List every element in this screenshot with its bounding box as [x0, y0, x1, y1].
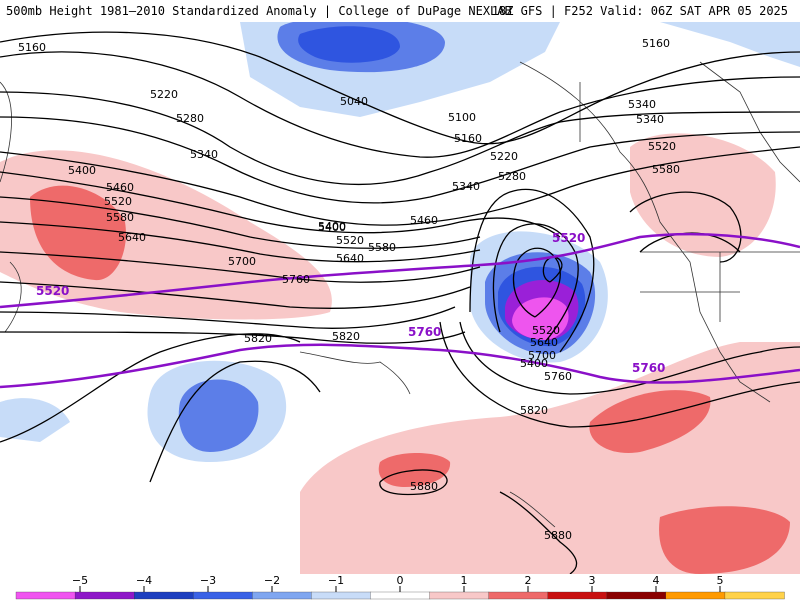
- anomaly-map: 5160 5160 5040 5100 5160 5220 5220 5280 …: [0, 22, 800, 574]
- colorbar-tick-label: 0: [397, 574, 404, 587]
- colorbar-cell: [429, 591, 490, 600]
- colorbar-tick-label: 1: [461, 574, 468, 587]
- contour-label: 5700: [228, 255, 256, 268]
- colorbar-tick-label: 5: [717, 574, 724, 587]
- colorbar-cell: [15, 591, 76, 600]
- colorbar-tick-label: 2: [525, 574, 532, 587]
- climatology-label: 5520: [36, 284, 69, 298]
- positive-anomaly-shading: [0, 133, 800, 574]
- contour-label: 5460: [106, 181, 134, 194]
- contour-label: 5700: [528, 349, 556, 362]
- climatology-label: 5760: [408, 325, 441, 339]
- colorbar-cell: [547, 591, 608, 600]
- colorbar-cell: [193, 591, 253, 600]
- colorbar-tick-label: −2: [264, 574, 280, 587]
- contour-label: 5340: [190, 148, 218, 161]
- climatology-label: 5760: [632, 361, 665, 375]
- contour-label: 5280: [176, 112, 204, 125]
- contour-label: 5520: [648, 140, 676, 153]
- climatology-lines: [0, 232, 800, 389]
- contour-label-group: 5160 5160 5040 5100 5160 5220 5220 5280 …: [18, 37, 680, 542]
- contour-label: 5880: [544, 529, 572, 542]
- contour-label: 5640: [118, 231, 146, 244]
- colorbar-ticks: −5 −4 −3 −2 −1 0 1 2 3 4 5: [72, 574, 724, 592]
- contour-label: 5580: [106, 211, 134, 224]
- contour-label: 5760: [544, 370, 572, 383]
- colorbar-cell: [724, 591, 785, 600]
- contour-label: 5340: [452, 180, 480, 193]
- colorbar-cell: [311, 591, 372, 600]
- contour-label: 5580: [368, 241, 396, 254]
- contour-label: 5160: [454, 132, 482, 145]
- contour-label: 5880: [410, 480, 438, 493]
- contour-label: 5640: [336, 252, 364, 265]
- contour-label: 5820: [244, 332, 272, 345]
- contour-label: 5460: [410, 214, 438, 227]
- colorbar-cells: [15, 591, 785, 600]
- contour-label: 5220: [150, 88, 178, 101]
- colorbar-cell: [134, 591, 194, 600]
- header-title: 500mb Height 1981–2010 Standardized Anom…: [6, 4, 512, 18]
- colorbar-tick-label: 3: [589, 574, 596, 587]
- colorbar-cell: [488, 591, 549, 600]
- colorbar-tick-label: −3: [200, 574, 216, 587]
- contour-label: 5640: [530, 336, 558, 349]
- contour-label: 5340: [628, 98, 656, 111]
- colorbar-tick-label: −5: [72, 574, 88, 587]
- colorbar-cell: [665, 591, 726, 600]
- contour-label: 5040: [340, 95, 368, 108]
- contour-label: 5760: [282, 273, 310, 286]
- colorbar-cell: [74, 591, 135, 600]
- contour-label: 5520: [104, 195, 132, 208]
- contour-label: 5520: [532, 324, 560, 337]
- colorbar-tick-label: −4: [136, 574, 152, 587]
- climatology-label: 5520: [552, 231, 585, 245]
- colorbar-tick-label: −1: [328, 574, 344, 587]
- contour-label: 5400: [520, 357, 548, 370]
- climatology-label-group: 5520 5520 5760 5760: [36, 231, 665, 375]
- contour-label: 5400: [318, 221, 346, 234]
- contour-label: 5400: [318, 220, 346, 233]
- contour-label: 5160: [18, 41, 46, 54]
- contour-label: 5280: [498, 170, 526, 183]
- contour-label: 5100: [448, 111, 476, 124]
- colorbar-cell: [370, 591, 431, 600]
- colorbar-cell: [252, 591, 313, 600]
- contour-label: 5400: [68, 164, 96, 177]
- contour-label: 5160: [642, 37, 670, 50]
- contour-label: 5220: [490, 150, 518, 163]
- contour-label: 5580: [652, 163, 680, 176]
- contour-label: 5820: [332, 330, 360, 343]
- colorbar-cell: [606, 591, 667, 600]
- map-header: 500mb Height 1981–2010 Standardized Anom…: [0, 0, 800, 22]
- contour-label: 5520: [336, 234, 364, 247]
- contour-label: 5340: [636, 113, 664, 126]
- header-valid-time: 18Z GFS | F252 Valid: 06Z SAT APR 05 202…: [491, 4, 788, 18]
- colorbar-tick-label: 4: [653, 574, 660, 587]
- contour-label: 5820: [520, 404, 548, 417]
- anomaly-colorbar: −5 −4 −3 −2 −1 0 1 2 3 4 5: [15, 574, 785, 600]
- height-contours: [0, 31, 800, 574]
